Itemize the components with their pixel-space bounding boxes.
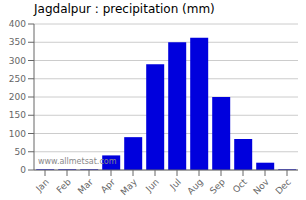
html-text:www.allmetsat.com: www.allmetsat.com bbox=[38, 157, 117, 166]
svg-text:Oct: Oct bbox=[231, 177, 249, 195]
html-text:Jagdalpur : precipitation (mm): Jagdalpur : precipitation (mm) bbox=[34, 2, 215, 16]
svg-text:Jan: Jan bbox=[33, 177, 51, 195]
svg-text:May: May bbox=[119, 176, 140, 197]
svg-text:Sep: Sep bbox=[208, 177, 227, 196]
svg-text:Apr: Apr bbox=[99, 177, 117, 195]
svg-text:Aug: Aug bbox=[185, 177, 205, 197]
svg-text:150: 150 bbox=[9, 110, 26, 120]
svg-text:Jun: Jun bbox=[143, 177, 161, 195]
svg-text:Jul: Jul bbox=[167, 177, 182, 192]
svg-text:Dec: Dec bbox=[274, 177, 293, 196]
svg-text:100: 100 bbox=[9, 129, 26, 139]
svg-text:400: 400 bbox=[9, 19, 26, 29]
svg-text:350: 350 bbox=[9, 37, 26, 47]
svg-text:Nov: Nov bbox=[251, 176, 271, 196]
svg-text:Feb: Feb bbox=[55, 177, 74, 196]
svg-text:Mar: Mar bbox=[76, 177, 95, 196]
svg-text:0: 0 bbox=[20, 165, 26, 175]
svg-text:200: 200 bbox=[9, 92, 26, 102]
svg-text:300: 300 bbox=[9, 56, 26, 66]
svg-text:50: 50 bbox=[15, 147, 27, 157]
svg-text:250: 250 bbox=[9, 74, 26, 84]
